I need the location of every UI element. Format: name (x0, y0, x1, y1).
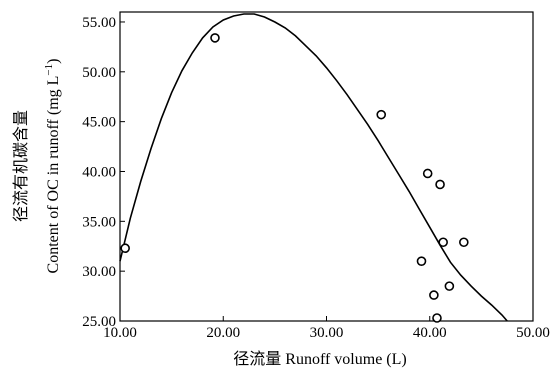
y-tick-label: 50.00 (82, 65, 116, 81)
data-point (120, 243, 130, 254)
data-point (422, 168, 433, 179)
y-tick-label: 55.00 (82, 15, 116, 31)
data-point (459, 237, 469, 248)
x-tick-label: 50.00 (516, 325, 550, 341)
y-tick-label: 45.00 (82, 115, 116, 131)
plot-area (119, 11, 534, 322)
y-axis-label-end: ) (45, 59, 62, 64)
y-axis-label-line2: Content of OC in runoff (mg L−1) (43, 59, 62, 274)
data-point (438, 237, 448, 248)
y-tick-label: 25.00 (82, 314, 116, 330)
x-axis-label: 径流量 Runoff volume (L) (233, 350, 406, 368)
x-tick-label: 20.00 (206, 325, 240, 341)
x-tick-label: 40.00 (413, 325, 447, 341)
plot-frame (119, 11, 534, 322)
y-axis-label: 径流有机碳含量 Content of OC in runoff (mg L−1) (12, 59, 62, 274)
y-axis-label-line1: 径流有机碳含量 (12, 110, 30, 222)
data-point (210, 33, 220, 43)
data-series (119, 13, 508, 323)
data-point (435, 179, 445, 190)
data-point (432, 313, 442, 323)
data-point (376, 109, 387, 120)
data-point (429, 290, 439, 300)
y-tick-label: 40.00 (82, 164, 116, 180)
y-axis-label-main: Content of OC in runoff (mg L (45, 76, 62, 274)
y-tick-label: 30.00 (82, 264, 116, 280)
x-axis: 10.00 20.00 30.00 40.00 50.00 (103, 316, 550, 341)
x-tick-label: 30.00 (310, 325, 344, 341)
data-point (444, 281, 455, 291)
data-point (416, 256, 427, 266)
y-tick-label: 35.00 (82, 214, 116, 230)
x-tick-label: 10.00 (103, 325, 137, 341)
y-axis-label-sup: −1 (43, 64, 55, 76)
fit-curve (119, 13, 508, 322)
y-axis: 25.00 30.00 35.00 40.00 45.00 50.00 55.00 (82, 15, 125, 330)
